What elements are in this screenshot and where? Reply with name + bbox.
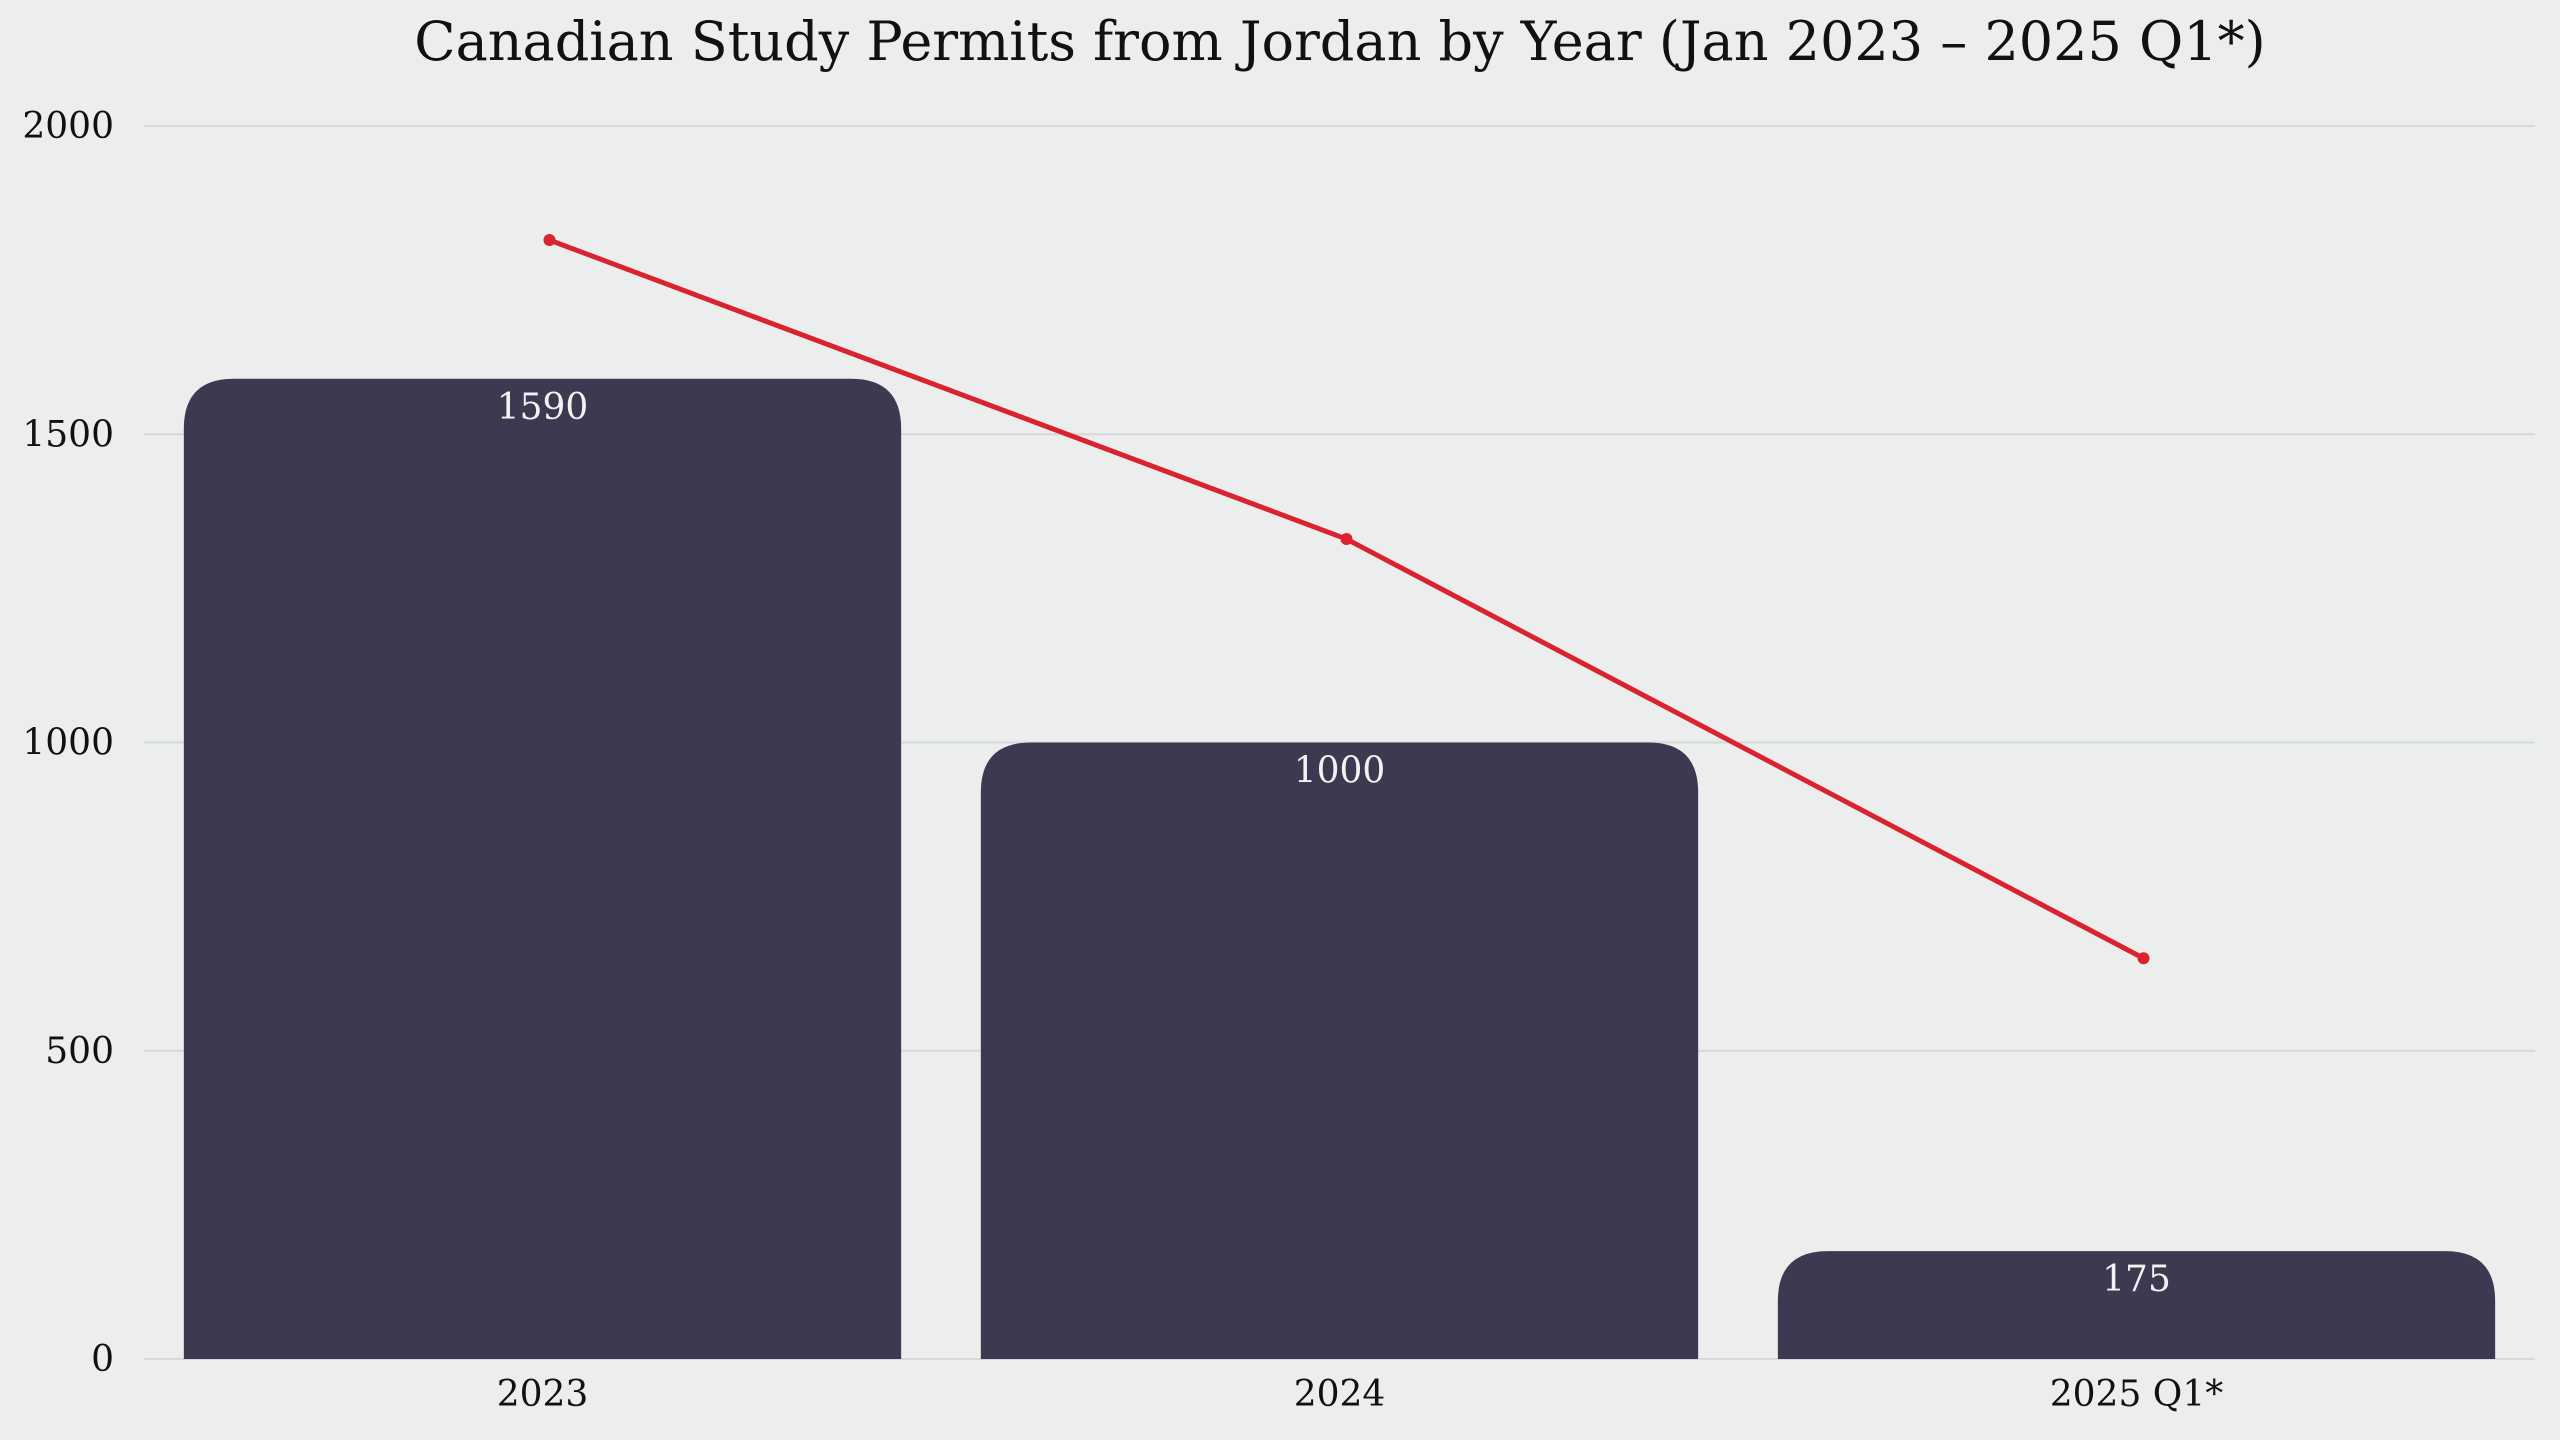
- y-tick-label: 2000: [22, 106, 114, 147]
- bar-value-label: 175: [2102, 1259, 2171, 1300]
- bar-labels: 1590 1000 175: [497, 387, 2171, 1300]
- bar-value-label: 1000: [1294, 751, 1386, 792]
- y-tick-label: 500: [45, 1031, 114, 1072]
- y-axis: 0 500 1000 1500 2000: [22, 106, 114, 1380]
- bar: [1777, 1251, 2496, 1359]
- chart-title: Canadian Study Permits from Jordan by Ye…: [414, 10, 2265, 73]
- x-tick-label: 2024: [1294, 1374, 1386, 1415]
- trend-point: [543, 234, 556, 247]
- bar-value-label: 1590: [497, 387, 589, 428]
- x-axis: 2023 2024 2025 Q1*: [497, 1374, 2224, 1415]
- trend-point: [1340, 533, 1353, 546]
- bar: [980, 742, 1699, 1359]
- bars: [183, 378, 2496, 1359]
- y-tick-label: 1000: [22, 723, 114, 764]
- bar: [183, 378, 902, 1359]
- trend-line: [543, 234, 2150, 965]
- trend-point: [2137, 952, 2150, 965]
- y-tick-label: 0: [91, 1339, 114, 1380]
- y-tick-label: 1500: [22, 414, 114, 455]
- x-tick-label: 2025 Q1*: [2050, 1374, 2223, 1415]
- x-tick-label: 2023: [497, 1374, 589, 1415]
